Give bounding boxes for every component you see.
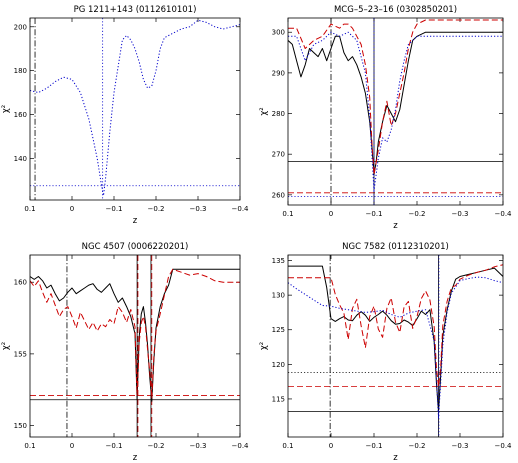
x-tick-label: −0.4	[232, 205, 250, 213]
chart-title: MCG–5–23–16 (0302850201)	[334, 5, 457, 15]
x-tick-label: 0.1	[282, 210, 293, 218]
series-line-2	[30, 268, 240, 399]
x-tick-label: 0.1	[24, 442, 35, 450]
y-tick-label: 135	[272, 257, 285, 265]
series-line-2	[288, 19, 503, 175]
chart-panel-2: MCG–5–23–16 (0302850201) z χ² 0.1 0 −0.1 −0.2 −…	[259, 5, 512, 231]
x-tick-label: −0.4	[495, 442, 513, 450]
plot-frame	[29, 17, 241, 201]
y-tick-label: 280	[272, 110, 285, 118]
y-tick-label: 300	[272, 29, 285, 37]
x-tick-label: −0.3	[190, 442, 207, 450]
plot-area	[30, 18, 240, 200]
y-tick-label: 180	[14, 67, 27, 75]
series-line-1	[288, 31, 503, 175]
series-line-1	[30, 19, 240, 197]
plot-area	[288, 18, 503, 205]
y-axis-label: χ²	[1, 342, 11, 350]
x-tick-label: −0.4	[232, 442, 250, 450]
x-tick-label: −0.3	[190, 205, 207, 213]
chart-title: NGC 4507 (0006220201)	[82, 242, 189, 252]
x-tick-label: −0.1	[366, 442, 383, 450]
y-tick-label: 130	[272, 292, 285, 300]
x-tick-label: 0.1	[24, 205, 35, 213]
x-tick-label: −0.1	[106, 205, 123, 213]
series-line-3	[288, 276, 503, 419]
y-tick-label: 120	[272, 361, 285, 369]
series-line-2	[288, 264, 503, 387]
x-axis-label: z	[393, 221, 398, 231]
y-tick-label: 160	[14, 111, 27, 119]
y-axis-label: χ²	[259, 107, 269, 115]
plot-frame	[287, 17, 504, 206]
x-axis-label: z	[133, 453, 138, 463]
chart-panel-3: NGC 4507 (0006220201) z χ² 0.1 0 −0.1 −0.2 −0.3…	[1, 242, 249, 463]
chart-panel-1: PG 1211+143 (0112610101) z χ² 0.1 0 −0.1 −0.2 −…	[1, 5, 249, 226]
x-axis-label: z	[133, 216, 138, 226]
x-tick-label: −0.1	[366, 210, 383, 218]
plot-frame	[287, 254, 504, 438]
y-axis-label: χ²	[259, 342, 269, 350]
x-tick-label: −0.3	[452, 442, 469, 450]
y-tick-label: 260	[272, 191, 285, 199]
y-axis-label: χ²	[1, 105, 11, 113]
x-tick-label: −0.1	[106, 442, 123, 450]
y-tick-label: 290	[272, 69, 285, 77]
x-tick-label: 0	[329, 442, 333, 450]
y-tick-label: 160	[14, 279, 27, 287]
x-tick-label: 0.1	[282, 442, 293, 450]
series-line-1	[30, 268, 240, 402]
y-tick-label: 115	[272, 395, 285, 403]
x-tick-label: −0.2	[409, 210, 426, 218]
plot-area	[288, 255, 503, 437]
x-tick-label: 0	[70, 205, 74, 213]
chart-panel-4: NGC 7582 (0112310201) z χ² 0.1 0 −0.1 −0.2 −0.3…	[259, 242, 512, 463]
x-tick-label: −0.4	[495, 210, 513, 218]
plot-frame	[29, 254, 241, 438]
series-line-3	[288, 31, 503, 192]
y-tick-label: 155	[14, 350, 27, 358]
chart-title: NGC 7582 (0112310201)	[342, 242, 449, 252]
x-tick-label: 0	[329, 210, 333, 218]
y-tick-label: 125	[272, 326, 285, 334]
chart-title: PG 1211+143 (0112610101)	[74, 5, 197, 15]
x-tick-label: −0.2	[148, 442, 165, 450]
x-tick-label: −0.2	[148, 205, 165, 213]
y-tick-label: 200	[14, 23, 27, 31]
series-line-1	[288, 265, 503, 412]
y-tick-label: 270	[272, 151, 285, 159]
plot-area	[30, 255, 240, 437]
x-axis-label: z	[393, 453, 398, 463]
y-tick-label: 150	[14, 422, 27, 430]
x-tick-label: −0.3	[452, 210, 469, 218]
x-tick-label: 0	[70, 442, 74, 450]
x-tick-label: −0.2	[409, 442, 426, 450]
y-tick-label: 140	[14, 155, 27, 163]
